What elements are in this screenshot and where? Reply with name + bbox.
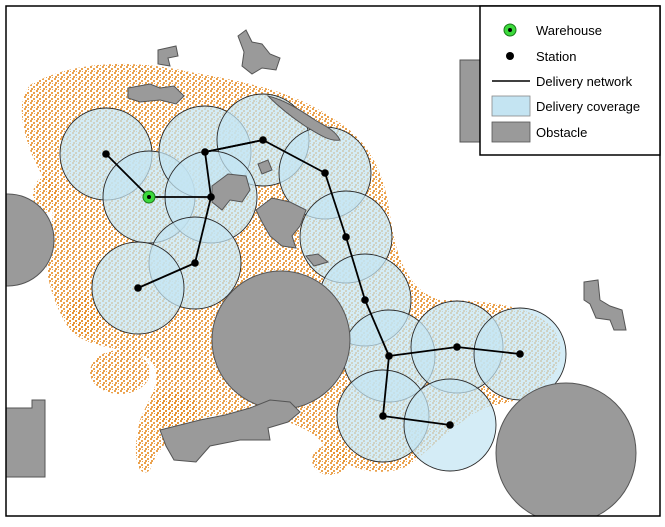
network-edge	[204, 139, 264, 153]
obstacle-east-notch	[583, 279, 627, 331]
obstacle-southwest-block	[6, 399, 46, 478]
network-edge	[105, 153, 150, 198]
legend-network: Delivery network	[492, 74, 633, 89]
station-point	[191, 259, 199, 267]
legend-network-label: Delivery network	[536, 74, 633, 89]
station-layer	[102, 136, 524, 429]
station-point	[134, 284, 142, 292]
coverage-swatch-icon	[491, 95, 531, 117]
obstacle-circle-west	[6, 193, 55, 287]
map-border	[5, 5, 661, 517]
network-edge	[345, 236, 366, 301]
legend-station-label: Station	[536, 49, 576, 64]
station-icon	[506, 52, 514, 60]
station-point	[201, 148, 209, 156]
obstacle-lake-tail	[305, 253, 330, 267]
obstacle-central-small	[257, 159, 273, 175]
station-point	[361, 296, 369, 304]
network-edge	[204, 151, 212, 198]
network-edge	[382, 415, 451, 426]
urban-patches	[33, 177, 348, 475]
station-point	[102, 150, 110, 158]
obstacle-northwest-small	[157, 45, 179, 67]
station-point	[385, 352, 393, 360]
network-edge	[456, 346, 521, 355]
legend-warehouse-label: Warehouse	[536, 23, 602, 38]
network-edge	[382, 355, 390, 417]
network-edge	[194, 196, 212, 264]
network-edge	[262, 139, 326, 174]
legend: Warehouse Station Delivery network Deliv…	[479, 5, 661, 156]
obstacle-northwest-band	[127, 83, 185, 105]
station-point	[453, 343, 461, 351]
network-edge	[388, 346, 458, 357]
station-point	[259, 136, 267, 144]
legend-warehouse: Warehouse	[503, 23, 602, 38]
legend-obstacle-label: Obstacle	[536, 125, 587, 140]
warehouse-marker	[142, 190, 156, 204]
obstacle-south-river	[159, 399, 301, 463]
obstacle-circle-center	[211, 270, 351, 410]
station-point	[516, 350, 524, 358]
network-edge	[324, 172, 347, 238]
obstacle-circle-southeast	[495, 382, 637, 516]
legend-coverage: Delivery coverage	[491, 95, 640, 117]
network-edge	[364, 299, 390, 357]
legend-obstacle: Obstacle	[491, 121, 587, 143]
station-point	[321, 169, 329, 177]
obstacle-layer	[6, 29, 637, 516]
network-edge	[137, 262, 196, 289]
obstacle-swatch-icon	[491, 121, 531, 143]
station-point	[446, 421, 454, 429]
station-point	[379, 412, 387, 420]
obstacle-river	[266, 95, 341, 141]
legend-station: Station	[506, 49, 576, 64]
obstacle-lake	[255, 197, 307, 249]
station-point	[342, 233, 350, 241]
obstacle-north-blob	[237, 29, 281, 75]
obstacle-central-blob	[211, 173, 251, 211]
network-layer	[105, 139, 521, 426]
legend-coverage-label: Delivery coverage	[536, 99, 640, 114]
station-point	[207, 193, 215, 201]
